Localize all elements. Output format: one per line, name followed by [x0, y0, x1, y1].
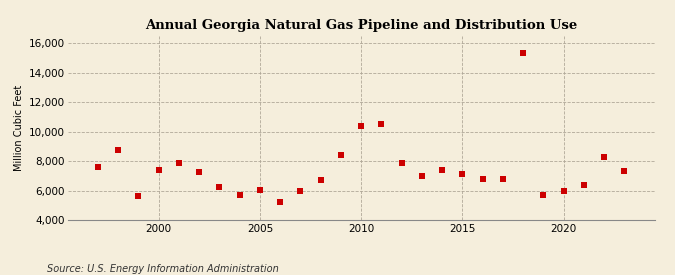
Point: [254, 188, 265, 192]
Point: [153, 168, 164, 172]
Point: [599, 155, 610, 159]
Point: [335, 153, 346, 157]
Point: [497, 177, 508, 181]
Point: [92, 165, 103, 169]
Point: [538, 193, 549, 197]
Point: [558, 189, 569, 193]
Point: [315, 178, 326, 182]
Point: [518, 51, 529, 56]
Title: Annual Georgia Natural Gas Pipeline and Distribution Use: Annual Georgia Natural Gas Pipeline and …: [145, 19, 577, 32]
Point: [133, 194, 144, 199]
Point: [194, 170, 205, 174]
Point: [376, 122, 387, 127]
Point: [173, 161, 184, 166]
Point: [437, 168, 448, 172]
Point: [234, 193, 245, 197]
Point: [619, 169, 630, 174]
Text: Source: U.S. Energy Information Administration: Source: U.S. Energy Information Administ…: [47, 264, 279, 274]
Point: [295, 188, 306, 193]
Point: [113, 148, 124, 152]
Point: [477, 177, 488, 181]
Point: [396, 160, 407, 165]
Point: [416, 174, 427, 178]
Y-axis label: Million Cubic Feet: Million Cubic Feet: [14, 85, 24, 171]
Point: [356, 123, 367, 128]
Point: [275, 200, 286, 205]
Point: [457, 172, 468, 177]
Point: [214, 185, 225, 189]
Point: [578, 182, 589, 187]
